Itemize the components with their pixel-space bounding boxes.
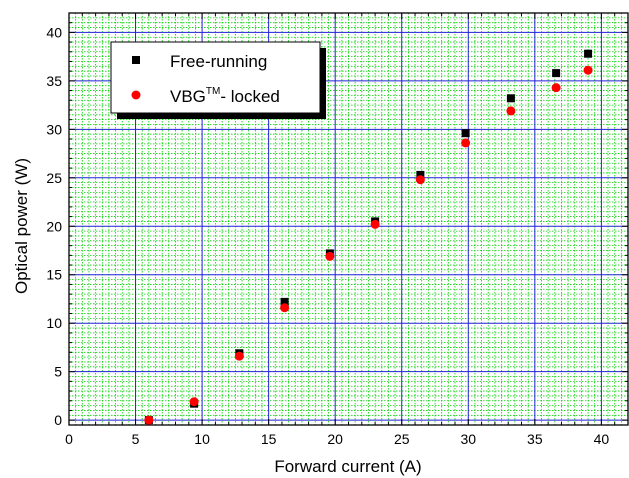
x-tick-label: 0 xyxy=(65,431,73,447)
y-tick-label: 5 xyxy=(54,364,62,380)
data-point-vbg-locked xyxy=(325,251,335,261)
legend-label-vbg: VBG xyxy=(170,87,206,106)
data-point-vbg-locked xyxy=(461,138,471,148)
data-point-free-running xyxy=(552,69,561,78)
data-point-vbg-locked xyxy=(415,175,425,185)
legend-marker-free-running xyxy=(132,56,140,64)
axes xyxy=(68,12,629,426)
legend-label-vbg-locked: VBGTM- locked xyxy=(170,86,280,106)
legend-box xyxy=(110,41,321,114)
grid xyxy=(69,12,629,425)
legend-label-free-running: Free-running xyxy=(170,52,267,71)
y-tick-label: 40 xyxy=(46,24,62,40)
data-points xyxy=(144,49,593,425)
data-point-vbg-locked xyxy=(506,106,516,116)
x-tick-label: 10 xyxy=(194,431,210,447)
data-point-vbg-locked xyxy=(189,397,199,407)
y-tick-label: 35 xyxy=(46,73,62,89)
y-tick-label: 25 xyxy=(46,170,62,186)
legend-label-suffix: - locked xyxy=(220,87,280,106)
x-tick-label: 30 xyxy=(460,431,476,447)
y-tick-label: 20 xyxy=(46,218,62,234)
data-point-vbg-locked xyxy=(144,415,154,425)
data-point-free-running xyxy=(280,297,289,306)
data-point-vbg-locked xyxy=(583,65,593,75)
y-tick-label: 30 xyxy=(46,121,62,137)
x-tick-label: 40 xyxy=(594,431,610,447)
data-point-vbg-locked xyxy=(234,351,244,361)
data-point-vbg-locked xyxy=(551,83,561,93)
data-point-free-running xyxy=(584,49,593,58)
x-tick-label: 35 xyxy=(527,431,543,447)
x-tick-label: 5 xyxy=(132,431,140,447)
y-tick-label: 15 xyxy=(46,267,62,283)
x-tick-label: 20 xyxy=(327,431,343,447)
x-axis-title: Forward current (A) xyxy=(274,457,421,476)
data-point-free-running xyxy=(461,129,470,138)
y-tick-label: 0 xyxy=(54,412,62,428)
legend-label-superscript: TM xyxy=(206,86,220,97)
x-tick-label: 25 xyxy=(394,431,410,447)
legend-marker-vbg-locked xyxy=(131,90,141,100)
data-point-vbg-locked xyxy=(370,219,380,229)
data-point-vbg-locked xyxy=(280,303,290,313)
y-axis-title: Optical power (W) xyxy=(12,158,31,294)
data-point-free-running xyxy=(416,170,425,179)
y-tick-label: 10 xyxy=(46,315,62,331)
x-tick-label: 15 xyxy=(261,431,277,447)
legend: Free-running VBGTM- locked xyxy=(110,41,326,119)
data-point-free-running xyxy=(506,94,515,103)
tick-labels: 0 5 10 15 20 25 30 35 40 0 5 10 15 20 25 30 35 40 xyxy=(46,24,609,447)
